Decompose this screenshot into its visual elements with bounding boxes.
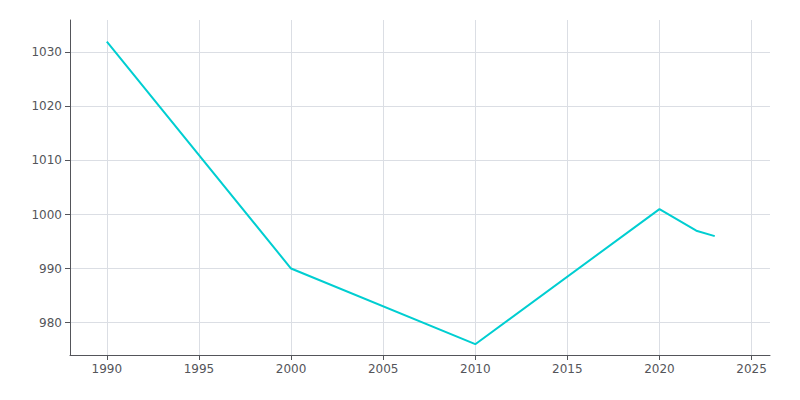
svg-text:2000: 2000	[276, 362, 307, 376]
svg-text:2025: 2025	[736, 362, 767, 376]
svg-text:980: 980	[39, 316, 62, 330]
svg-text:1000: 1000	[31, 208, 62, 222]
svg-text:2010: 2010	[460, 362, 491, 376]
svg-text:1990: 1990	[92, 362, 123, 376]
svg-text:2020: 2020	[644, 362, 675, 376]
svg-text:2005: 2005	[368, 362, 399, 376]
svg-text:1030: 1030	[31, 45, 62, 59]
svg-text:990: 990	[39, 262, 62, 276]
svg-text:1995: 1995	[184, 362, 215, 376]
svg-text:1010: 1010	[31, 153, 62, 167]
svg-text:1020: 1020	[31, 99, 62, 113]
svg-text:2015: 2015	[552, 362, 583, 376]
